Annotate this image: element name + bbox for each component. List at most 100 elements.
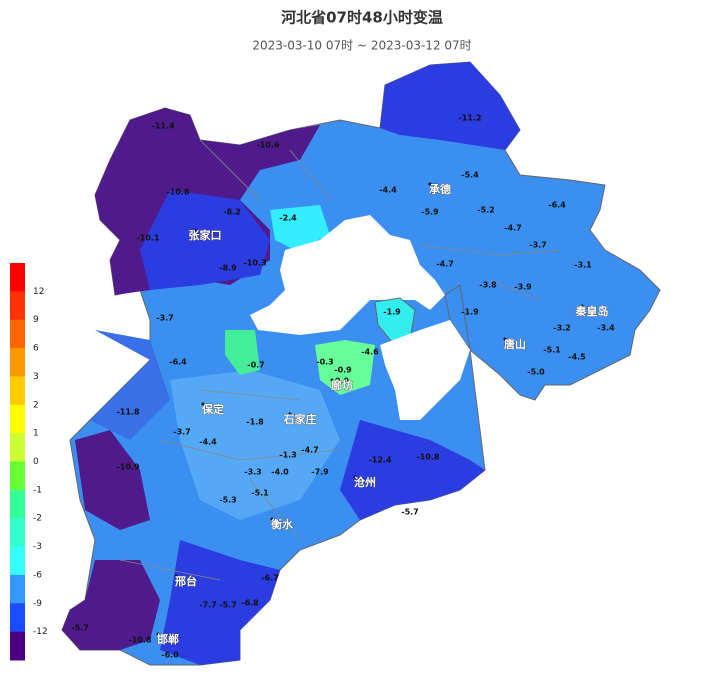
legend-label: 1 [33, 429, 39, 439]
city-name: 承德 [429, 182, 451, 196]
legend-swatch [10, 461, 25, 491]
legend-swatch [10, 376, 25, 406]
station-value: -5.3 [219, 496, 237, 505]
station-value: -10.8 [416, 453, 439, 462]
station-value: -3.8 [479, 281, 497, 290]
station-value: -3.1 [574, 261, 592, 270]
station-value: -3.7 [529, 241, 547, 250]
subtitle: 2023-03-10 07时 ~ 2023-03-12 07时 [252, 39, 471, 53]
station-value: -5.2 [477, 206, 495, 215]
station-value: -4.7 [301, 446, 319, 455]
city-name: 邯郸 [157, 632, 179, 646]
city-dot [174, 574, 178, 578]
legend-swatch [10, 518, 25, 548]
city-dot [330, 378, 334, 382]
title: 河北省07时48小时变温 [281, 9, 443, 27]
city-name: 张家口 [189, 228, 222, 242]
station-value: -6.4 [548, 201, 566, 210]
station-value: -3.7 [156, 314, 174, 323]
station-value: -5.7 [401, 508, 419, 517]
legend-swatch [10, 291, 25, 321]
legend-label: -2 [33, 514, 42, 524]
station-value: -6.0 [161, 651, 179, 660]
legend-swatch [10, 631, 25, 661]
legend-swatch [10, 546, 25, 576]
legend-label: 9 [33, 315, 39, 325]
station-value: -10.1 [136, 234, 159, 243]
station-value: -4.4 [199, 438, 217, 447]
station-value: -0.3 [316, 358, 334, 367]
city-dot [353, 475, 357, 479]
legend-swatch [10, 319, 25, 349]
legend-swatch [10, 263, 25, 292]
city-name: 廊坊 [331, 378, 353, 392]
station-value: -10.8 [166, 188, 189, 197]
station-value: -4.0 [271, 468, 289, 477]
legend-label: -6 [33, 570, 42, 580]
station-value: -5.4 [461, 171, 479, 180]
station-value: -5.1 [543, 346, 561, 355]
legend-swatch [10, 433, 25, 462]
city-dot [201, 402, 205, 406]
legend: 12 9 6 3 2 1 0 -1 -2 -3 -6 -9 -12 [10, 263, 48, 661]
city-dot [428, 182, 432, 186]
legend-label: -12 [33, 627, 48, 637]
station-value: -3.2 [553, 324, 571, 333]
station-value: -4.4 [379, 186, 397, 195]
legend-swatch [10, 603, 25, 633]
city-name: 衡水 [271, 517, 294, 531]
legend-label: 0 [33, 457, 39, 467]
station-value: -3.3 [244, 468, 262, 477]
station-value: -10.9 [116, 463, 139, 472]
city-dot [503, 337, 507, 341]
city-name: 石家庄 [283, 412, 317, 426]
station-value: -4.7 [436, 260, 454, 269]
station-value: -8.9 [219, 264, 237, 273]
city-dot [193, 228, 197, 232]
station-value: -6.4 [169, 358, 187, 367]
station-value: -5.0 [527, 368, 545, 377]
station-value: -6.7 [261, 574, 279, 583]
legend-label: -3 [33, 542, 42, 552]
station-value: -3.7 [173, 428, 191, 437]
station-value: -12.4 [368, 456, 391, 465]
station-value: -1.9 [383, 308, 401, 317]
station-value: -7.9 [311, 468, 329, 477]
city-dot [288, 412, 292, 416]
station-value: -10.3 [243, 259, 266, 268]
station-value: -11.4 [151, 122, 174, 131]
station-value: -5.7 [71, 624, 89, 633]
station-value: -11.2 [458, 114, 481, 123]
city-name: 秦皇岛 [575, 304, 609, 318]
legend-label: 6 [33, 344, 39, 354]
legend-label: 3 [33, 372, 39, 382]
legend-label: -1 [33, 485, 42, 495]
city-name: 沧州 [354, 475, 376, 489]
legend-swatch [10, 348, 25, 377]
station-value: -7.7 [199, 601, 217, 610]
city-dot [270, 517, 274, 521]
legend-swatch [10, 489, 25, 519]
city-name: 保定 [201, 402, 224, 416]
station-value: -3.9 [514, 283, 532, 292]
legend-swatch [10, 404, 25, 434]
station-value: -4.7 [504, 224, 522, 233]
city-name: 唐山 [504, 337, 526, 351]
legend-label: 2 [33, 400, 39, 410]
station-value: -8.2 [223, 208, 241, 217]
station-value: -2.4 [279, 214, 297, 223]
station-value: -11.8 [116, 408, 139, 417]
station-value: 0.0 [335, 377, 350, 386]
station-value: -3.4 [597, 324, 615, 333]
station-value: -5.1 [251, 489, 269, 498]
legend-label: -9 [33, 599, 42, 609]
station-value: -0.7 [247, 361, 265, 370]
legend-label: 12 [33, 287, 44, 297]
province [61, 61, 661, 666]
station-value: -4.5 [568, 353, 586, 362]
station-value: -1.3 [279, 451, 297, 460]
station-value: -5.7 [219, 601, 237, 610]
station-value: -5.9 [421, 208, 439, 217]
station-value: -0.9 [334, 366, 352, 375]
